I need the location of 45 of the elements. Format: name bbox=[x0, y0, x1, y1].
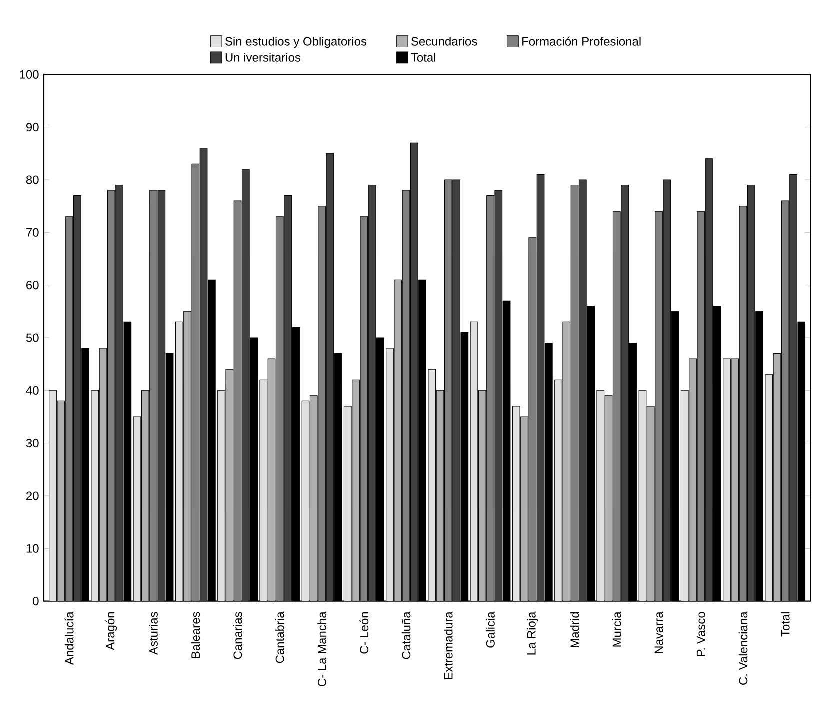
y-tick-label: 30 bbox=[26, 439, 39, 448]
bar bbox=[621, 184, 629, 602]
x-tick-label: Extremadura bbox=[444, 612, 453, 680]
x-tick-label: P. Vasco bbox=[696, 612, 706, 656]
bar bbox=[655, 211, 663, 602]
y-tick-label: 60 bbox=[26, 281, 39, 290]
x-tick-label: C. Valenciana bbox=[738, 612, 748, 685]
bar bbox=[284, 196, 292, 602]
x-tick-label: Aragón bbox=[106, 612, 118, 650]
bar bbox=[452, 180, 460, 602]
y-tick-label: 0 bbox=[33, 597, 39, 606]
x-tick-label: Galicia bbox=[486, 612, 495, 648]
legend-label: Secundarios bbox=[411, 36, 478, 46]
bar bbox=[242, 169, 250, 602]
x-tick-label: Navarra bbox=[654, 612, 664, 654]
x-tick-label: Madrid bbox=[570, 612, 580, 648]
bar bbox=[73, 196, 82, 602]
x-tick-label: Cantabria bbox=[275, 612, 284, 664]
y-tick-label: 50 bbox=[26, 334, 39, 342]
y-tick-label: 10 bbox=[26, 544, 39, 553]
y-tick-label: 90 bbox=[26, 123, 39, 132]
bar bbox=[116, 184, 124, 602]
x-tick-label: La Rioja bbox=[527, 612, 538, 655]
x-tick-label: Canarias bbox=[233, 612, 242, 660]
x-tick-label: Asturias bbox=[149, 612, 158, 656]
x-tick-label: Murcia bbox=[612, 612, 622, 647]
x-tick-label: Total bbox=[780, 612, 790, 637]
y-tick-label: 100 bbox=[20, 70, 39, 79]
x-tick-label: Andalucía bbox=[64, 612, 74, 666]
legend-label: Un iversitarios bbox=[226, 53, 301, 62]
y-tick-label: 80 bbox=[26, 176, 39, 184]
x-tick-label: Cataluña bbox=[402, 612, 411, 660]
legend-label: Sin estudios y Obligatorios bbox=[226, 36, 367, 48]
bar bbox=[790, 174, 798, 602]
y-tick-label: 40 bbox=[26, 386, 39, 395]
x-tick-label: C- La Mancha bbox=[318, 612, 326, 686]
x-tick-label: C- León bbox=[360, 612, 369, 654]
y-tick-label: 20 bbox=[26, 492, 39, 500]
legend-label: Formación Profesional bbox=[522, 36, 641, 46]
x-tick-label: Baleares bbox=[191, 612, 200, 658]
y-tick-label: 70 bbox=[26, 228, 39, 237]
bar bbox=[150, 190, 158, 602]
bar bbox=[486, 196, 494, 602]
bar bbox=[318, 206, 326, 602]
legend-label: Total bbox=[411, 53, 436, 62]
